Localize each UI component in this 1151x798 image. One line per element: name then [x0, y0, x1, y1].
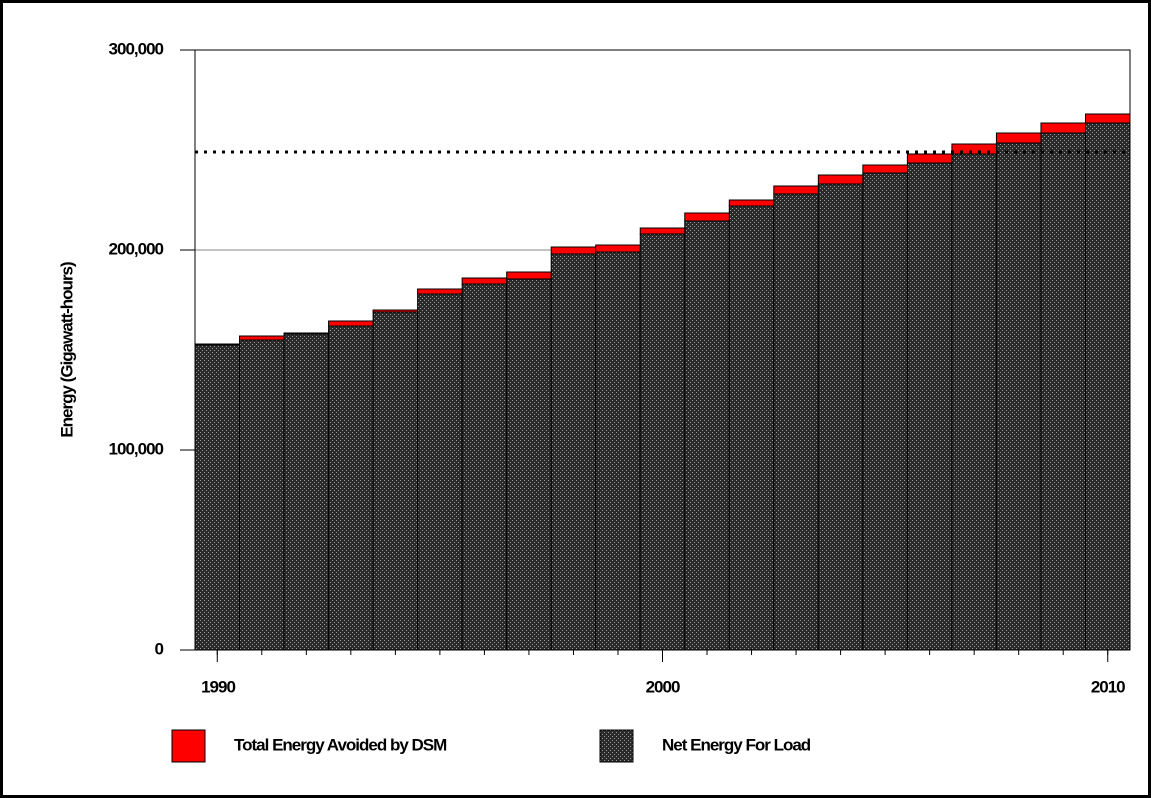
- bar-segment: [1084, 113, 1131, 124]
- bar-segment: [995, 142, 1042, 651]
- bar-segment: [951, 153, 997, 651]
- y-axis-label: Energy (Gigawatt-hours): [57, 262, 76, 438]
- bar-segment: [372, 309, 419, 313]
- y-tick-label: 200,000: [109, 239, 164, 258]
- bar-segment: [773, 193, 819, 651]
- bar-segment: [639, 227, 686, 235]
- bar-segment: [283, 332, 330, 335]
- bar-segment: [817, 174, 864, 185]
- bar-segment: [239, 335, 285, 341]
- bar-segment: [417, 293, 463, 651]
- bar-segment: [595, 244, 641, 253]
- bar-segment: [328, 325, 374, 651]
- bar-segment: [728, 205, 775, 651]
- bar-segment: [550, 246, 597, 255]
- bar-segment: [283, 333, 330, 651]
- bar-segment: [506, 271, 552, 280]
- bar-segment: [906, 162, 953, 651]
- legend-swatch: [171, 729, 206, 763]
- bar-segment: [817, 183, 864, 651]
- bar-segment: [595, 251, 641, 651]
- bar-segment: [995, 132, 1042, 144]
- legend-swatch: [599, 729, 634, 763]
- x-tick-label: 1990: [201, 677, 235, 696]
- bar-segment: [684, 220, 730, 651]
- bar-segment: [639, 233, 686, 651]
- bar-segment: [194, 343, 241, 346]
- bar-segment: [684, 212, 730, 222]
- legend-label: Total Energy Avoided by DSM: [234, 735, 447, 754]
- bar-segment: [862, 172, 908, 651]
- bar-segment: [862, 164, 908, 174]
- bar-segment: [461, 277, 508, 285]
- bar-segment: [194, 344, 241, 651]
- bar-segment: [372, 311, 419, 651]
- bar-segment: [1040, 122, 1086, 134]
- x-tick-label: 2010: [1091, 677, 1125, 696]
- x-tick-label: 2000: [646, 677, 680, 696]
- bar-segment: [461, 283, 508, 651]
- bar-segment: [239, 339, 285, 651]
- legend-label: Net Energy For Load: [662, 735, 811, 754]
- bar-segment: [728, 199, 775, 207]
- bar-segment: [506, 278, 552, 651]
- bar-segment: [773, 185, 819, 195]
- bar-segment: [906, 153, 953, 164]
- bar-segment: [951, 143, 997, 155]
- y-tick-label: 0: [155, 639, 164, 658]
- bar-segment: [1040, 132, 1086, 651]
- y-tick-label: 300,000: [109, 39, 164, 58]
- bar-segment: [1084, 122, 1131, 651]
- bar-segment: [417, 288, 463, 295]
- bar-segment: [328, 320, 374, 327]
- y-tick-label: 100,000: [109, 439, 164, 458]
- bar-segment: [550, 253, 597, 651]
